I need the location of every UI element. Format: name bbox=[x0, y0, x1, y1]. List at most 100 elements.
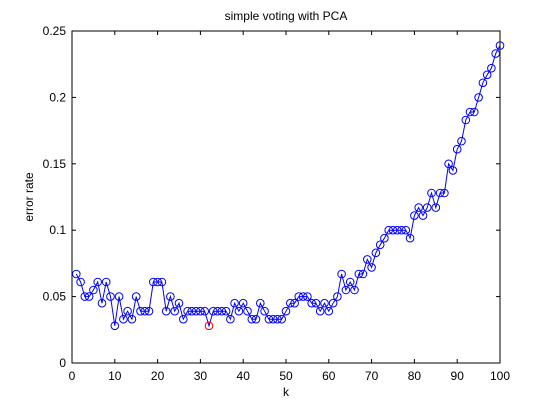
data-point bbox=[345, 277, 355, 287]
data-point bbox=[114, 292, 124, 301]
data-point bbox=[315, 306, 325, 316]
data-point bbox=[294, 292, 304, 301]
data-point bbox=[179, 314, 188, 324]
data-point bbox=[153, 277, 162, 287]
data-point bbox=[260, 306, 269, 316]
data-point bbox=[405, 233, 415, 243]
data-point bbox=[144, 306, 154, 316]
x-tick-label: 80 bbox=[408, 369, 422, 383]
data-point bbox=[444, 159, 453, 169]
data-point bbox=[375, 240, 385, 250]
data-point bbox=[123, 306, 132, 316]
data-point bbox=[380, 233, 389, 243]
data-point bbox=[200, 306, 209, 316]
data-point bbox=[384, 225, 394, 235]
data-point bbox=[80, 292, 90, 301]
data-point bbox=[161, 306, 171, 316]
y-tick-label: 0.2 bbox=[49, 90, 66, 104]
data-point bbox=[440, 188, 449, 198]
x-tick-label: 90 bbox=[451, 369, 465, 383]
data-point bbox=[170, 306, 179, 316]
data-point bbox=[452, 144, 462, 154]
data-point bbox=[427, 188, 436, 198]
data-point bbox=[247, 314, 257, 324]
data-point bbox=[388, 225, 398, 235]
y-tick-label: 0 bbox=[59, 356, 66, 370]
data-point bbox=[474, 93, 483, 102]
data-point bbox=[286, 298, 295, 308]
data-point bbox=[303, 292, 312, 301]
data-point bbox=[457, 136, 466, 146]
data-point bbox=[217, 306, 227, 316]
data-point bbox=[414, 203, 424, 212]
data-point bbox=[298, 292, 308, 301]
data-point bbox=[97, 298, 107, 308]
data-point bbox=[131, 292, 141, 301]
data-point bbox=[422, 203, 432, 212]
data-point bbox=[435, 188, 445, 198]
data-point bbox=[418, 211, 428, 220]
data-point bbox=[136, 306, 145, 316]
data-point bbox=[264, 314, 274, 324]
data-point bbox=[251, 314, 261, 324]
data-point bbox=[320, 298, 329, 308]
data-point bbox=[350, 285, 359, 295]
data-point bbox=[127, 314, 137, 324]
data-point bbox=[157, 277, 167, 287]
data-point bbox=[431, 203, 441, 212]
data-point bbox=[196, 306, 205, 316]
x-tick-label: 10 bbox=[108, 369, 122, 383]
x-tick-label: 70 bbox=[365, 369, 379, 383]
data-point bbox=[76, 277, 85, 287]
data-point bbox=[281, 306, 291, 316]
x-tick-label: 100 bbox=[490, 369, 510, 383]
x-tick-label: 40 bbox=[237, 369, 251, 383]
data-point bbox=[101, 277, 111, 287]
data-point bbox=[478, 78, 488, 88]
x-tick-label: 0 bbox=[69, 369, 76, 383]
x-tick-label: 50 bbox=[279, 369, 293, 383]
data-point bbox=[230, 298, 239, 308]
data-point bbox=[234, 306, 244, 316]
data-point bbox=[358, 269, 368, 279]
data-point bbox=[213, 306, 222, 316]
data-point bbox=[491, 49, 501, 58]
data-point bbox=[367, 263, 376, 272]
data-point bbox=[166, 292, 175, 301]
plot-area bbox=[71, 30, 501, 364]
y-tick-label: 0.1 bbox=[49, 223, 66, 237]
data-point bbox=[461, 115, 471, 125]
data-point bbox=[140, 306, 150, 316]
data-point bbox=[482, 70, 492, 80]
data-point bbox=[110, 321, 120, 331]
data-point bbox=[72, 269, 81, 279]
data-point bbox=[84, 292, 94, 301]
x-tick-label: 20 bbox=[151, 369, 165, 383]
y-axis-label: error rate bbox=[22, 172, 36, 222]
data-point bbox=[487, 63, 496, 73]
data-point bbox=[106, 292, 115, 301]
data-point bbox=[333, 292, 342, 301]
data-point bbox=[465, 107, 475, 117]
data-point bbox=[341, 285, 351, 295]
data-point bbox=[328, 298, 338, 308]
data-point bbox=[93, 277, 102, 287]
data-point bbox=[337, 269, 346, 279]
data-point bbox=[363, 255, 372, 264]
data-point bbox=[470, 107, 479, 117]
data-point bbox=[174, 298, 184, 308]
data-point bbox=[311, 298, 321, 308]
data-point bbox=[393, 225, 402, 235]
data-point bbox=[208, 306, 218, 316]
data-point bbox=[410, 211, 419, 220]
data-point bbox=[397, 225, 406, 235]
y-tick-label: 0.15 bbox=[43, 157, 67, 171]
data-point bbox=[290, 298, 299, 308]
data-point bbox=[256, 298, 265, 308]
data-point bbox=[371, 248, 381, 258]
data-point bbox=[448, 166, 458, 175]
data-point bbox=[226, 314, 235, 324]
highlight-point bbox=[204, 321, 214, 331]
data-point bbox=[268, 314, 278, 324]
